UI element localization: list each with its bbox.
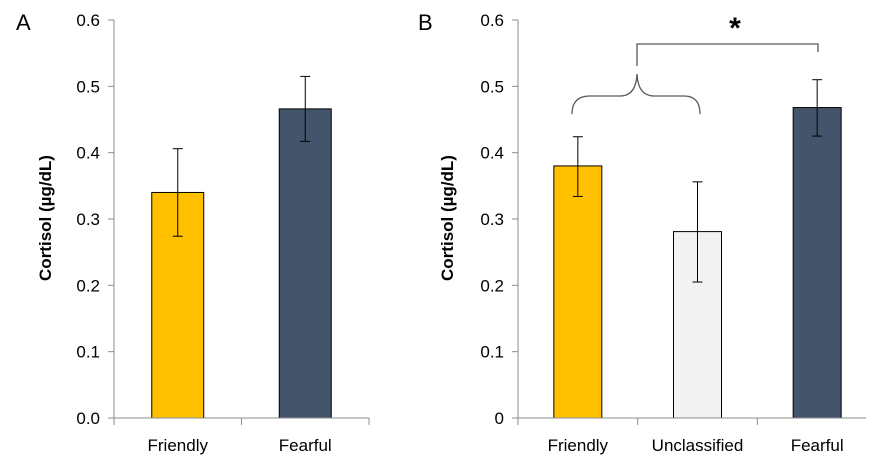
panel-b-y-tick-label: 0.3 [480, 210, 504, 229]
panel-b-y-tick-labels: 0 0.1 0.2 0.3 0.4 0.5 0.6 [480, 11, 504, 428]
panel-b-error-bars [572, 79, 823, 283]
panel-a-x-tick-label: Friendly [148, 436, 209, 455]
panel-a-y-tick-label: 0.0 [76, 409, 100, 428]
panel-b-y-axis-title: Cortisol (µg/dL) [438, 155, 457, 281]
curly-brace [571, 73, 701, 115]
panel-b-label: B [418, 10, 433, 35]
panel-a-x-tick-labels: Friendly Fearful [148, 436, 332, 455]
panel-a-y-axis-title: Cortisol (µg/dL) [36, 155, 55, 281]
panel-b-y-tick-label: 0.4 [480, 144, 504, 163]
panel-a-axes [108, 19, 370, 425]
panel-b-y-tick-label: 0.5 [480, 77, 504, 96]
significance-bracket [571, 43, 819, 115]
panel-a-y-tick-labels: 0.0 0.1 0.2 0.3 0.4 0.5 0.6 [76, 11, 100, 428]
panel-a-y-tick-label: 0.1 [76, 343, 100, 362]
panel-b-x-tick-labels: Friendly Unclassified Fearful [548, 436, 844, 455]
panel-b-bar-fearful [792, 107, 842, 419]
panel-b-x-tick-label: Friendly [548, 436, 609, 455]
panel-a-label: A [16, 10, 31, 35]
panel-a-bar-fearful [278, 108, 332, 419]
panel-a-chart: A Cortisol (µg/dL) 0.0 0.1 0.2 0.3 0.4 0.5 0.6… [16, 10, 370, 455]
significance-star: * [729, 12, 741, 45]
panel-a-x-tick-label: Fearful [279, 436, 332, 455]
panel-b-axes [512, 19, 866, 425]
panel-b-y-tick-label: 0 [495, 409, 504, 428]
panel-b-bar-friendly [553, 165, 603, 419]
panel-a-bars [151, 108, 332, 419]
bracket-line [636, 43, 819, 66]
panel-b-y-tick-label: 0.1 [480, 343, 504, 362]
panel-a-y-tick-label: 0.3 [76, 210, 100, 229]
panel-b-y-tick-label: 0.2 [480, 276, 504, 295]
panel-b-bars [553, 107, 842, 419]
panel-a-y-tick-label: 0.4 [76, 144, 100, 163]
panel-a-y-tick-label: 0.6 [76, 11, 100, 30]
panel-b-y-tick-label: 0.6 [480, 11, 504, 30]
panel-b-x-tick-label: Fearful [791, 436, 844, 455]
panel-a-y-tick-label: 0.5 [76, 77, 100, 96]
panel-b-chart: B Cortisol (µg/dL) 0 0.1 0.2 0.3 0.4 0.5 0.6 F… [418, 10, 866, 455]
panel-a-y-tick-label: 0.2 [76, 276, 100, 295]
panel-b-x-tick-label: Unclassified [652, 436, 744, 455]
panel-a-error-bars [172, 75, 311, 237]
